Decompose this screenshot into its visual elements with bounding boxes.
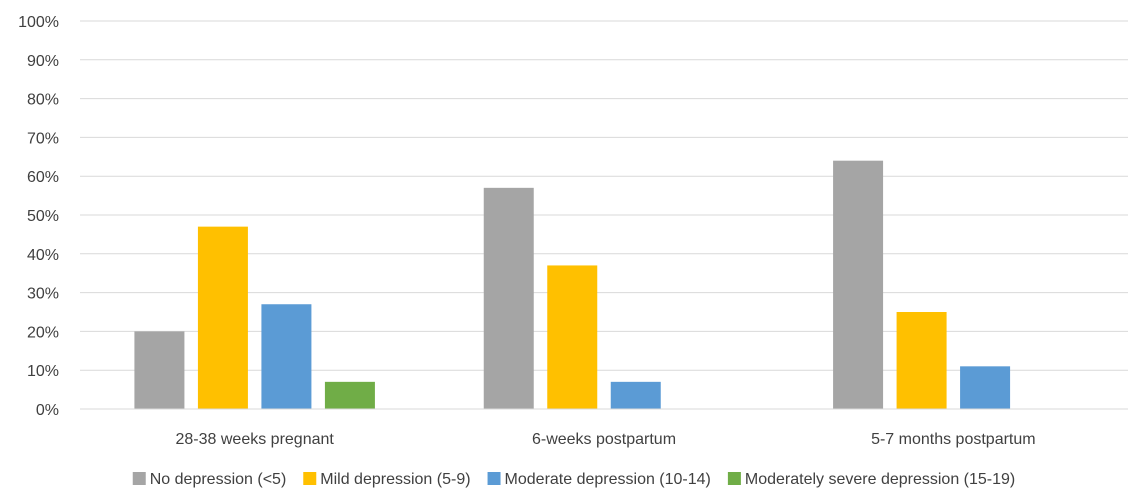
legend-swatch (132, 472, 146, 485)
x-category-label: 28-38 weeks pregnant (176, 431, 335, 448)
bar (610, 381, 661, 409)
bar (197, 226, 248, 409)
x-axis-category-labels: 28-38 weeks pregnant 6-weeks postpartum 5-… (176, 431, 1036, 448)
y-axis-tick-labels: 0% 10% 20% 30% 40% 50% 60% 70% 80% 90% 100% (18, 14, 59, 419)
bar (324, 381, 375, 409)
legend-swatch (727, 472, 741, 485)
y-tick-label: 70% (27, 130, 59, 147)
x-category-label: 6-weeks postpartum (532, 431, 676, 448)
legend-label: Moderately severe depression (15-19) (745, 471, 1015, 488)
y-tick-label: 0% (36, 402, 59, 419)
y-tick-label: 50% (27, 208, 59, 225)
bar (134, 331, 185, 409)
bar (483, 187, 534, 409)
legend-item: Moderately severe depression (15-19) (727, 471, 1015, 488)
gridlines (80, 20, 1128, 371)
legend-item: Mild depression (5-9) (303, 471, 471, 488)
y-tick-label: 100% (18, 14, 59, 31)
bars (134, 160, 1011, 409)
y-tick-label: 60% (27, 169, 59, 186)
legend-swatch (303, 472, 317, 485)
legend-item: No depression (<5) (132, 471, 287, 488)
y-tick-label: 30% (27, 286, 59, 303)
legend-item: Moderate depression (10-14) (487, 471, 711, 488)
legend: No depression (<5) Mild depression (5-9) M… (132, 471, 1015, 488)
bar (833, 160, 884, 409)
y-tick-label: 40% (27, 247, 59, 264)
y-tick-label: 90% (27, 53, 59, 70)
y-tick-label: 80% (27, 92, 59, 109)
legend-label: Moderate depression (10-14) (505, 471, 711, 488)
y-tick-label: 10% (27, 363, 59, 380)
legend-label: Mild depression (5-9) (320, 471, 470, 488)
x-category-label: 5-7 months postpartum (871, 431, 1036, 448)
bar (960, 366, 1011, 409)
legend-swatch (487, 472, 501, 485)
bar (896, 312, 947, 409)
legend-label: No depression (<5) (150, 471, 287, 488)
y-tick-label: 20% (27, 324, 59, 341)
bar (547, 265, 598, 409)
bar (261, 304, 312, 409)
